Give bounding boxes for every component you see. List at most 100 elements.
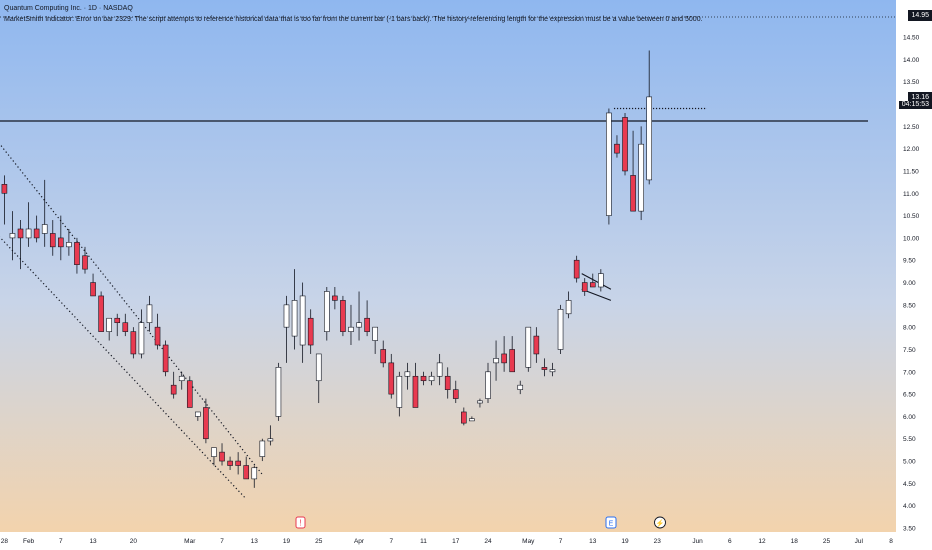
candle-body (509, 349, 515, 373)
time-tick-label: Jun (692, 538, 703, 545)
price-tick-label: 7.00 (903, 369, 916, 376)
candle-body (138, 322, 145, 355)
candle (606, 108, 612, 225)
price-tick-label: 6.00 (903, 414, 916, 421)
candle (146, 295, 153, 332)
last-price-badge: 13.16 (908, 92, 932, 103)
time-tick-label: 8 (889, 538, 893, 545)
candle-body (477, 400, 483, 404)
candles-layer (1, 50, 653, 488)
candle (267, 425, 274, 446)
candle (332, 287, 338, 310)
candle (41, 179, 48, 247)
price-tick-label: 5.50 (903, 436, 916, 443)
candle-body (469, 418, 475, 422)
candle (501, 336, 507, 372)
price-tick-label: 14.50 (903, 35, 920, 42)
candle-body (493, 358, 499, 364)
candle (630, 130, 636, 212)
price-tick-label: 7.50 (903, 347, 916, 354)
candle-body (323, 291, 330, 332)
candle-body (525, 326, 532, 368)
candle-body (186, 380, 193, 408)
candle-body (533, 335, 540, 355)
price-tick-label: 11.50 (903, 168, 919, 175)
candle (58, 215, 64, 261)
candle (549, 362, 556, 377)
symbol-title[interactable]: Quantum Computing Inc. · 1D · NASDAQ (4, 5, 133, 12)
time-axis-panel[interactable] (0, 532, 896, 550)
candle-body (501, 353, 507, 364)
candle-body (606, 112, 612, 216)
candle (598, 269, 604, 292)
dividend-event-icon[interactable]: ⚡ (654, 516, 666, 529)
time-tick-label: Mar (184, 538, 196, 545)
candle (565, 291, 572, 319)
candle (138, 309, 145, 359)
candle (315, 353, 322, 404)
candle-body (130, 331, 137, 355)
candle (74, 237, 80, 274)
candle (323, 287, 330, 341)
candle-body (598, 273, 604, 288)
earnings-event-icon[interactable]: E (605, 516, 617, 529)
candle-body (549, 369, 556, 373)
candle-body (178, 375, 185, 382)
candle-body (356, 322, 362, 328)
candle-body (74, 242, 80, 265)
candle-body (82, 255, 88, 270)
time-tick-label: 19 (283, 538, 291, 545)
candle (622, 112, 628, 176)
candle-body (162, 344, 169, 373)
candle-body (203, 407, 209, 440)
candle (299, 282, 306, 363)
candle (469, 416, 475, 422)
candle (436, 353, 443, 386)
time-axis-ticks: 28 Feb 7 13 20 Mar 7 13 19 25 Apr 7 11 17 24 May 7 13 19 23… (1, 538, 893, 545)
price-axis-ticks: 3.50 4.00 4.50 5.00 5.50 6.00 6.50 7.00 7.50 8.00… (903, 35, 920, 533)
candle-body (461, 411, 467, 424)
candle (227, 456, 233, 470)
candle-body (428, 375, 435, 382)
candle-body (332, 295, 338, 301)
candle-body (380, 349, 387, 364)
candle (364, 300, 370, 337)
time-tick-label: 17 (452, 538, 460, 545)
candle-body (299, 295, 306, 346)
candle (340, 295, 346, 337)
candle (219, 443, 225, 466)
candle-body (315, 353, 322, 382)
candle (428, 371, 435, 386)
candle-body (58, 237, 64, 248)
time-tick-label: Feb (23, 538, 35, 545)
top-price-badge: 14.95 (908, 10, 932, 21)
candle-body (49, 233, 56, 248)
flag-line-top (581, 273, 612, 290)
candle-body (638, 143, 644, 212)
lightning-icon: ⚡ (656, 519, 665, 528)
time-tick-label: 19 (621, 538, 629, 545)
candle-body (275, 367, 282, 417)
candle (573, 255, 580, 283)
candle (90, 273, 96, 297)
price-tick-label: 10.00 (903, 235, 920, 242)
candle (170, 371, 177, 399)
warning-event-icon[interactable]: ! (295, 516, 306, 529)
time-tick-label: Jul (855, 538, 864, 545)
price-tick-label: 13.50 (903, 79, 920, 86)
candle (154, 313, 161, 350)
time-tick-label: 11 (420, 538, 427, 545)
candle (307, 309, 314, 354)
price-tick-label: 8.50 (903, 302, 916, 309)
price-axis-panel[interactable] (896, 0, 932, 550)
time-tick-label: 25 (315, 538, 323, 545)
candle (348, 304, 354, 346)
candle-body (646, 96, 653, 181)
candle-body (227, 460, 233, 466)
time-tick-label: 18 (791, 538, 799, 545)
candle-body (17, 228, 24, 239)
candle-body (404, 371, 411, 377)
candle (380, 340, 387, 368)
